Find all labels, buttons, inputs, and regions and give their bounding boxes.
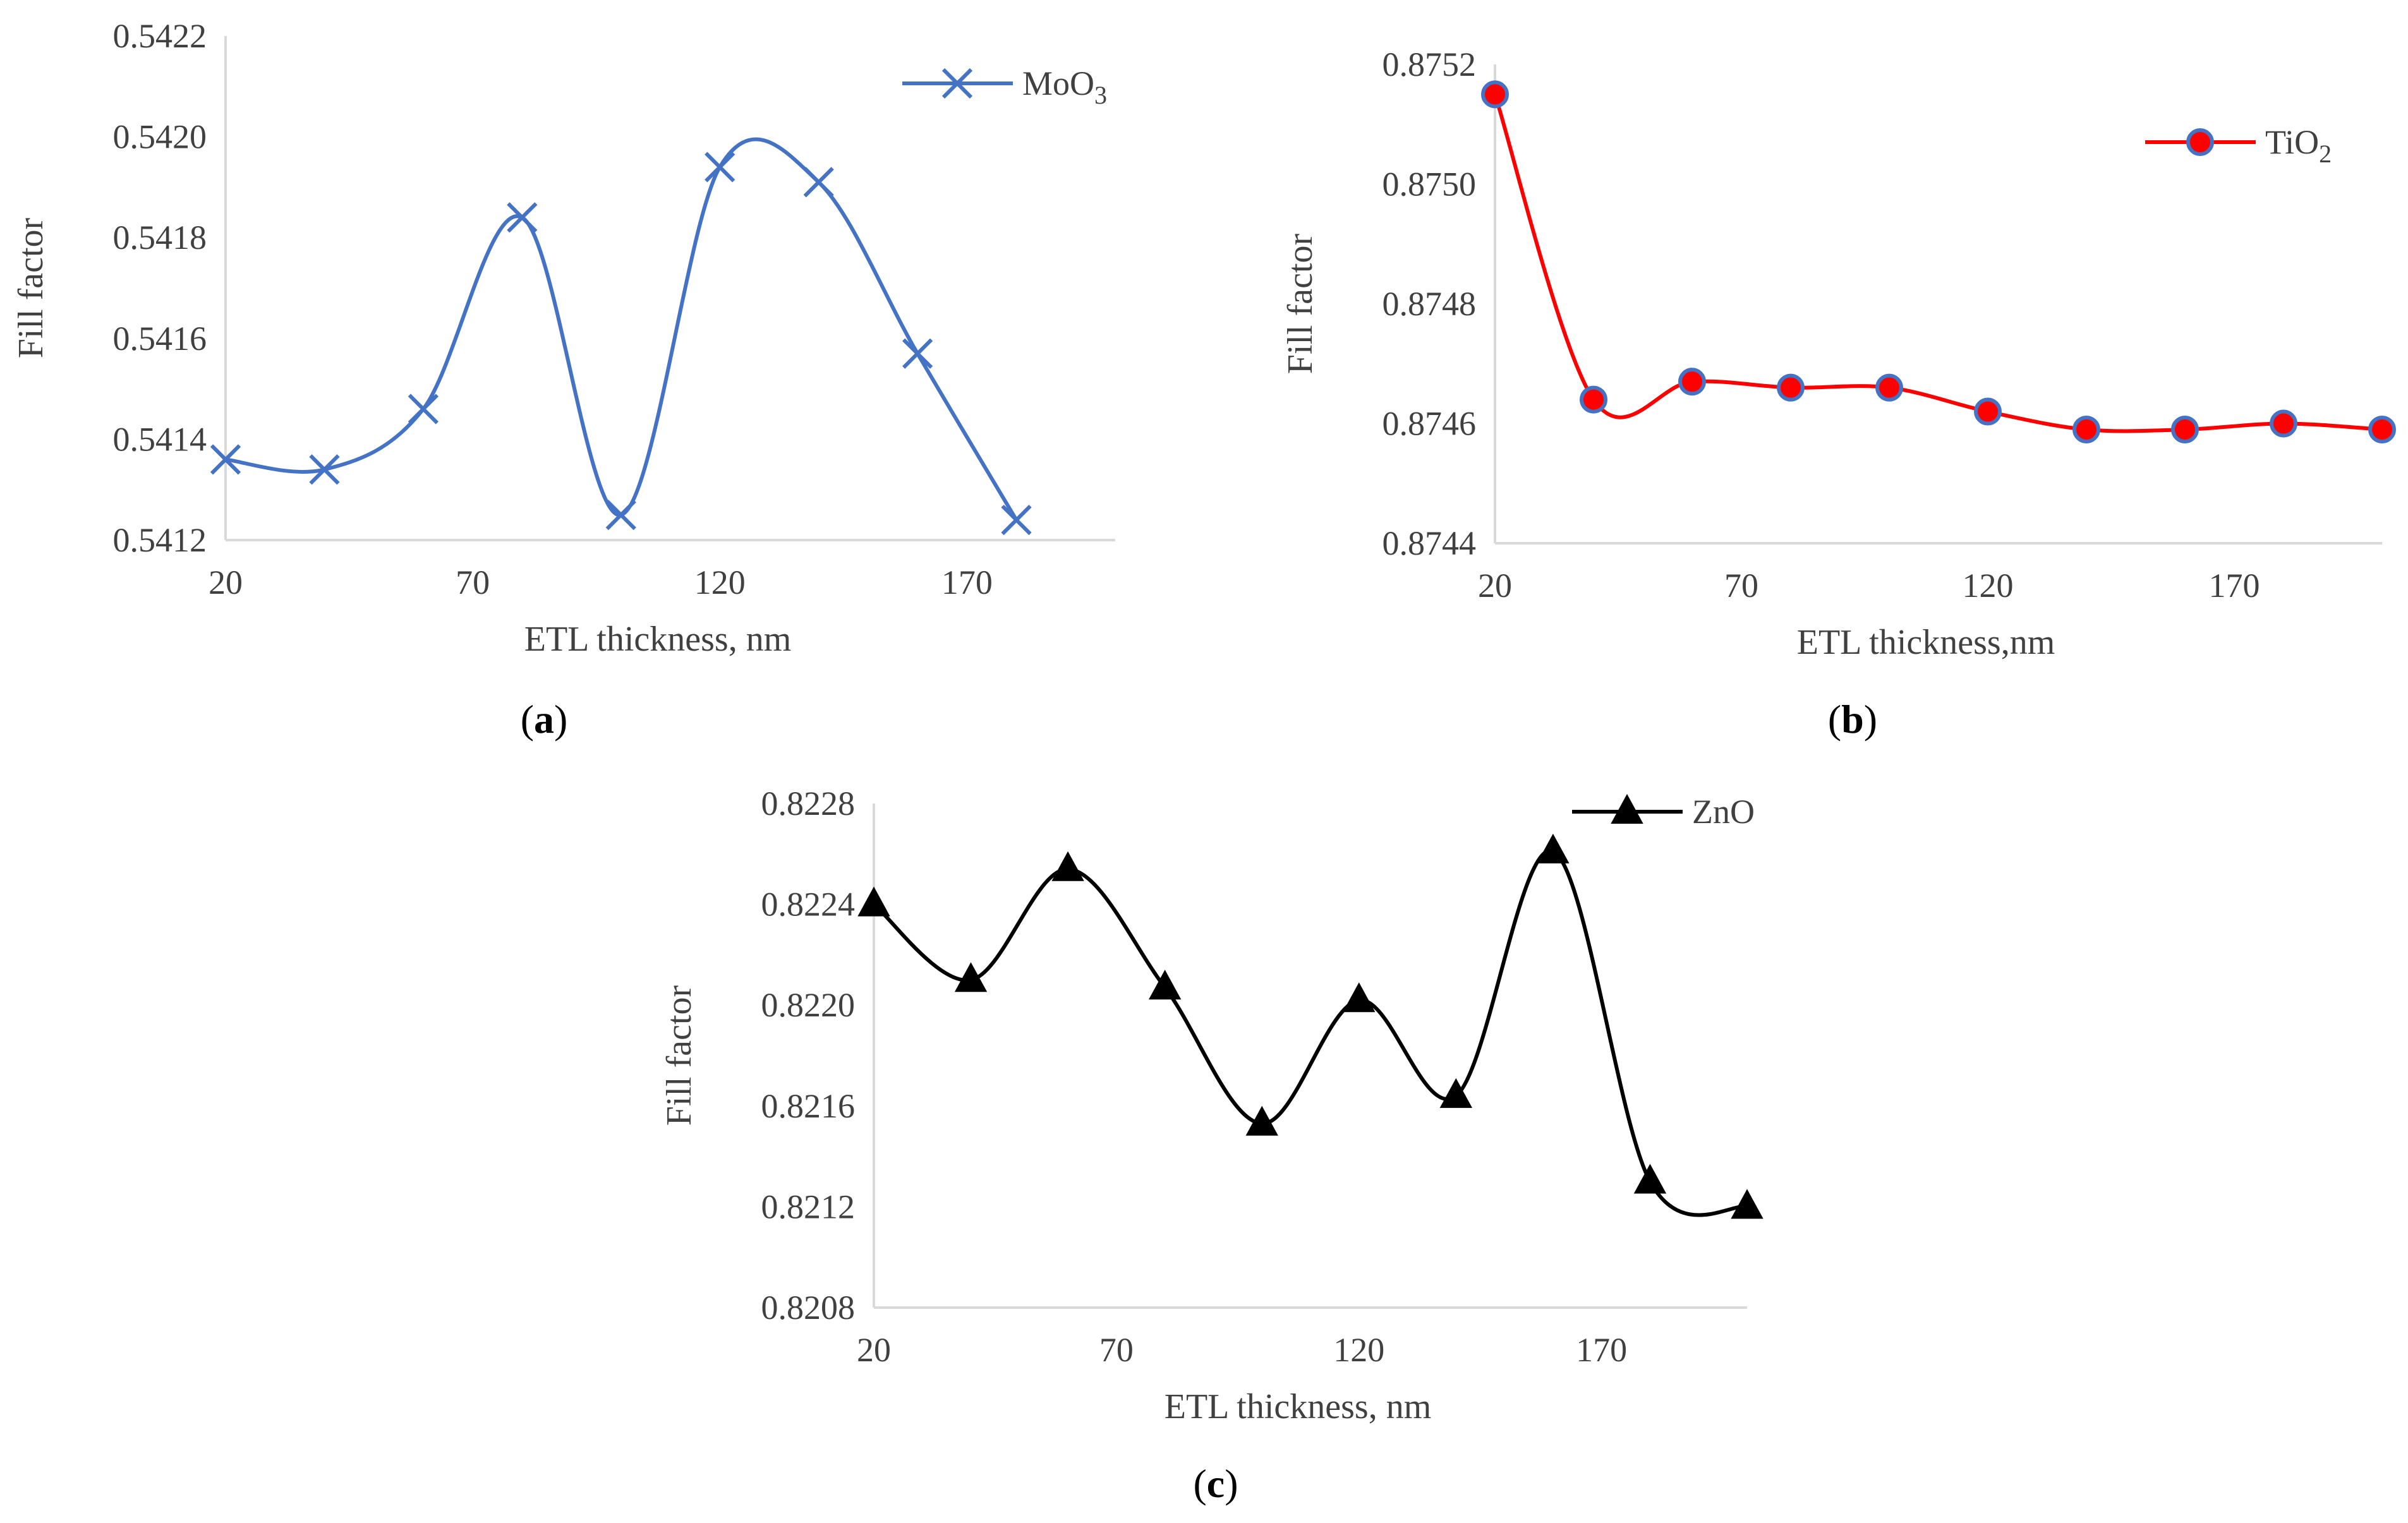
x-axis-title: ETL thickness,nm: [1797, 623, 2055, 662]
data-point: [408, 394, 439, 424]
data-point: [1245, 1105, 1278, 1136]
legend: TiO2: [2145, 123, 2332, 168]
x-tick-label: 70: [456, 563, 490, 601]
data-point: [902, 338, 933, 369]
chart-panel-b: 0.8744 0.8746 0.8748 0.8750 0.8752 20 70 120 170…: [1281, 45, 2396, 742]
y-tick-label: 0.5418: [113, 219, 207, 256]
legend-label-main: ZnO: [1692, 793, 1755, 831]
legend-label: ZnO: [1692, 793, 1755, 831]
panel-label-letter: b: [1841, 697, 1864, 742]
y-tick-label: 0.8746: [1382, 405, 1477, 443]
x-tick-label: 170: [941, 563, 993, 601]
legend-label: TiO2: [2265, 123, 2332, 168]
y-tick-label: 0.8220: [761, 986, 856, 1024]
data-point: [507, 202, 538, 233]
data-point: [1051, 851, 1084, 881]
y-tick-label: 0.8208: [761, 1289, 856, 1327]
y-tick-label: 0.8224: [761, 886, 856, 924]
x-tick-label: 170: [2209, 567, 2260, 605]
x-tick-label: 20: [857, 1331, 891, 1369]
x-tick-label: 20: [1478, 567, 1512, 605]
data-point: [1974, 397, 2002, 426]
y-tick-label: 0.5414: [113, 420, 207, 458]
data-point: [1777, 373, 1805, 402]
y-tick-label: 0.8216: [761, 1087, 856, 1125]
y-tick-label: 0.8228: [761, 785, 856, 822]
data-point: [2072, 415, 2100, 443]
x-tick-label: 120: [1333, 1331, 1384, 1369]
data-point: [605, 499, 636, 531]
y-axis-title: Fill factor: [11, 217, 51, 358]
legend-marker: [2186, 128, 2214, 156]
y-tick-label: 0.8752: [1382, 45, 1477, 83]
series-line-zno: [872, 849, 1749, 1217]
y-tick-label: 0.5422: [113, 17, 207, 55]
y-tick-label: 0.8744: [1382, 524, 1477, 562]
legend-marker: [1611, 793, 1643, 824]
panel-label-letter: c: [1207, 1461, 1225, 1506]
legend-label-main: TiO: [2265, 123, 2319, 161]
x-tick-label: 20: [209, 563, 243, 601]
chart-panel-c: 0.8208 0.8212 0.8216 0.8220 0.8224 0.8228 20 70…: [660, 785, 1764, 1506]
data-point: [210, 444, 241, 475]
data-point: [1001, 504, 1032, 536]
data-point: [857, 886, 890, 917]
legend-label-subscript: 3: [1094, 81, 1107, 109]
data-point: [1875, 373, 1903, 402]
y-tick-label: 0.8212: [761, 1188, 856, 1225]
data-point: [1731, 1189, 1764, 1219]
data-point: [803, 167, 834, 198]
legend-label-main: MoO: [1022, 64, 1094, 102]
x-tick-label: 70: [1099, 1331, 1134, 1369]
data-point: [1537, 833, 1570, 864]
data-point: [1633, 1164, 1667, 1194]
chart-panel-a: 0.5412 0.5414 0.5416 0.5418 0.5420 0.5422 20 70…: [11, 17, 1115, 742]
data-point: [2270, 409, 2297, 438]
x-tick-label: 120: [694, 563, 746, 601]
legend: ZnO: [1572, 793, 1755, 831]
y-axis-title: Fill factor: [660, 985, 699, 1126]
panel-label-letter: a: [534, 697, 554, 742]
panel-label: (b): [1828, 697, 1877, 742]
data-point: [954, 962, 988, 992]
y-tick-label: 0.8748: [1382, 285, 1477, 323]
data-point: [705, 152, 735, 183]
x-tick-label: 170: [1576, 1331, 1627, 1369]
x-axis-title: ETL thickness, nm: [1165, 1387, 1432, 1426]
legend-label-subscript: 2: [2319, 140, 2332, 168]
panel-label: (a): [521, 697, 568, 742]
y-tick-label: 0.5420: [113, 118, 207, 156]
data-point: [1678, 368, 1706, 396]
series-line-moo3: [224, 137, 1019, 522]
y-axis-title: Fill factor: [1281, 233, 1320, 374]
data-point: [1481, 80, 1509, 109]
legend: MoO3: [902, 64, 1107, 109]
legend-label: MoO3: [1022, 64, 1107, 109]
y-tick-label: 0.8750: [1382, 166, 1477, 203]
data-point: [1343, 982, 1376, 1013]
x-axis-title: ETL thickness, nm: [524, 620, 792, 659]
series-line-tio2: [1493, 92, 2384, 433]
data-point: [2368, 415, 2396, 443]
y-tick-label: 0.5412: [113, 521, 207, 559]
panel-label: (c): [1193, 1461, 1238, 1506]
data-point: [1148, 970, 1182, 1000]
y-tick-label: 0.5416: [113, 320, 207, 358]
x-tick-label: 70: [1724, 567, 1758, 605]
data-point: [1580, 385, 1607, 414]
legend-marker: [941, 68, 973, 99]
data-point: [2171, 415, 2199, 443]
x-tick-label: 120: [1963, 567, 2014, 605]
data-point: [309, 454, 340, 485]
data-point: [1439, 1078, 1473, 1108]
